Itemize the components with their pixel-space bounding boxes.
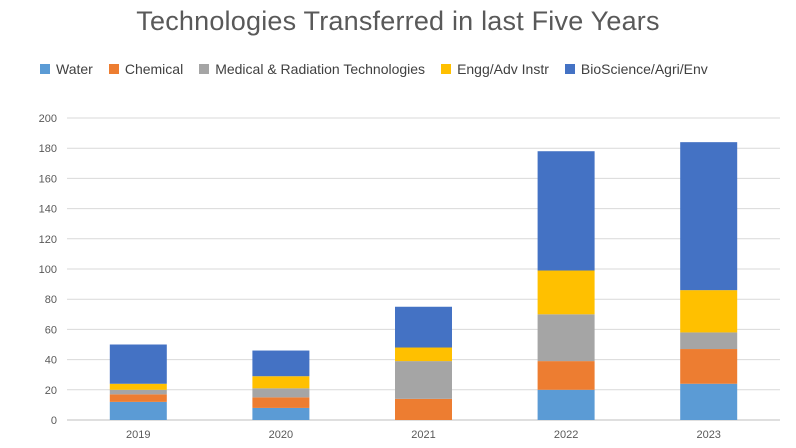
legend-item-water: Water <box>40 61 93 77</box>
y-tick-label: 160 <box>39 173 57 185</box>
chart-title: Technologies Transferred in last Five Ye… <box>136 6 660 36</box>
bar-segment-engg-adv-instr <box>537 270 595 315</box>
bar-segment-chemical <box>109 394 167 402</box>
bar-segment-engg-adv-instr <box>109 383 167 390</box>
y-tick-label: 0 <box>51 415 57 427</box>
y-tick-label: 180 <box>39 143 57 155</box>
legend-label-engg: Engg/Adv Instr <box>457 61 549 77</box>
bar-segment-chemical <box>395 398 452 420</box>
x-tick-label: 2021 <box>411 429 435 441</box>
bar-segment-water <box>109 401 167 420</box>
x-tick-label: 2019 <box>126 429 150 441</box>
legend-item-engg: Engg/Adv Instr <box>441 61 549 77</box>
y-tick-label: 40 <box>45 355 57 367</box>
y-tick-label: 20 <box>45 385 57 397</box>
bar-segment-chemical <box>537 361 595 390</box>
legend-swatch-engg <box>441 64 452 74</box>
bar-segment-medical-radiation-technologies <box>252 388 310 398</box>
bar-segment-medical-radiation-technologies <box>395 361 452 399</box>
legend-item-chemical: Chemical <box>108 61 184 77</box>
legend-swatch-water <box>40 64 50 74</box>
bar-segment-engg-adv-instr <box>395 347 452 362</box>
x-tick-label: 2022 <box>554 429 578 441</box>
legend-label-chemical: Chemical <box>124 61 184 77</box>
bar-segment-medical-radiation-technologies <box>680 332 738 350</box>
bar-segment-engg-adv-instr <box>680 290 738 333</box>
legend-swatch-chemical <box>108 64 119 74</box>
bar-segment-water <box>680 383 738 420</box>
bar-segment-bioscience-agri-env <box>537 151 595 271</box>
legend-item-bioscience: BioScience/Agri/Env <box>564 61 708 77</box>
legend-swatch-bioscience <box>564 64 575 74</box>
bar-segment-medical-radiation-technologies <box>537 314 595 362</box>
legend-label-bioscience: BioScience/Agri/Env <box>580 61 708 77</box>
bar-segment-water <box>537 389 595 420</box>
legend-label-water: Water <box>56 61 93 77</box>
legend-label-medical: Medical & Radiation Technologies <box>215 61 426 77</box>
bar-segment-bioscience-agri-env <box>395 306 452 348</box>
bar-segment-water <box>252 407 310 420</box>
bar-segment-bioscience-agri-env <box>109 344 167 384</box>
y-tick-label: 100 <box>39 264 57 276</box>
legend-swatch-medical <box>199 64 210 74</box>
bar-segment-chemical <box>252 397 310 408</box>
bar-segment-bioscience-agri-env <box>680 142 738 291</box>
bar-segment-chemical <box>680 349 738 384</box>
y-tick-label: 200 <box>39 113 57 125</box>
x-tick-label: 2020 <box>269 429 293 441</box>
x-tick-label: 2023 <box>696 429 720 441</box>
y-tick-label: 60 <box>45 324 57 336</box>
legend-item-medical: Medical & Radiation Technologies <box>199 61 425 77</box>
legend: Water Chemical Medical & Radiation Techn… <box>40 61 708 77</box>
y-tick-label: 140 <box>39 204 57 216</box>
bar-segment-medical-radiation-technologies <box>109 389 167 395</box>
bar-segment-engg-adv-instr <box>252 376 310 389</box>
y-tick-label: 80 <box>45 294 57 306</box>
y-tick-label: 120 <box>39 234 57 246</box>
bar-segment-bioscience-agri-env <box>252 350 310 377</box>
